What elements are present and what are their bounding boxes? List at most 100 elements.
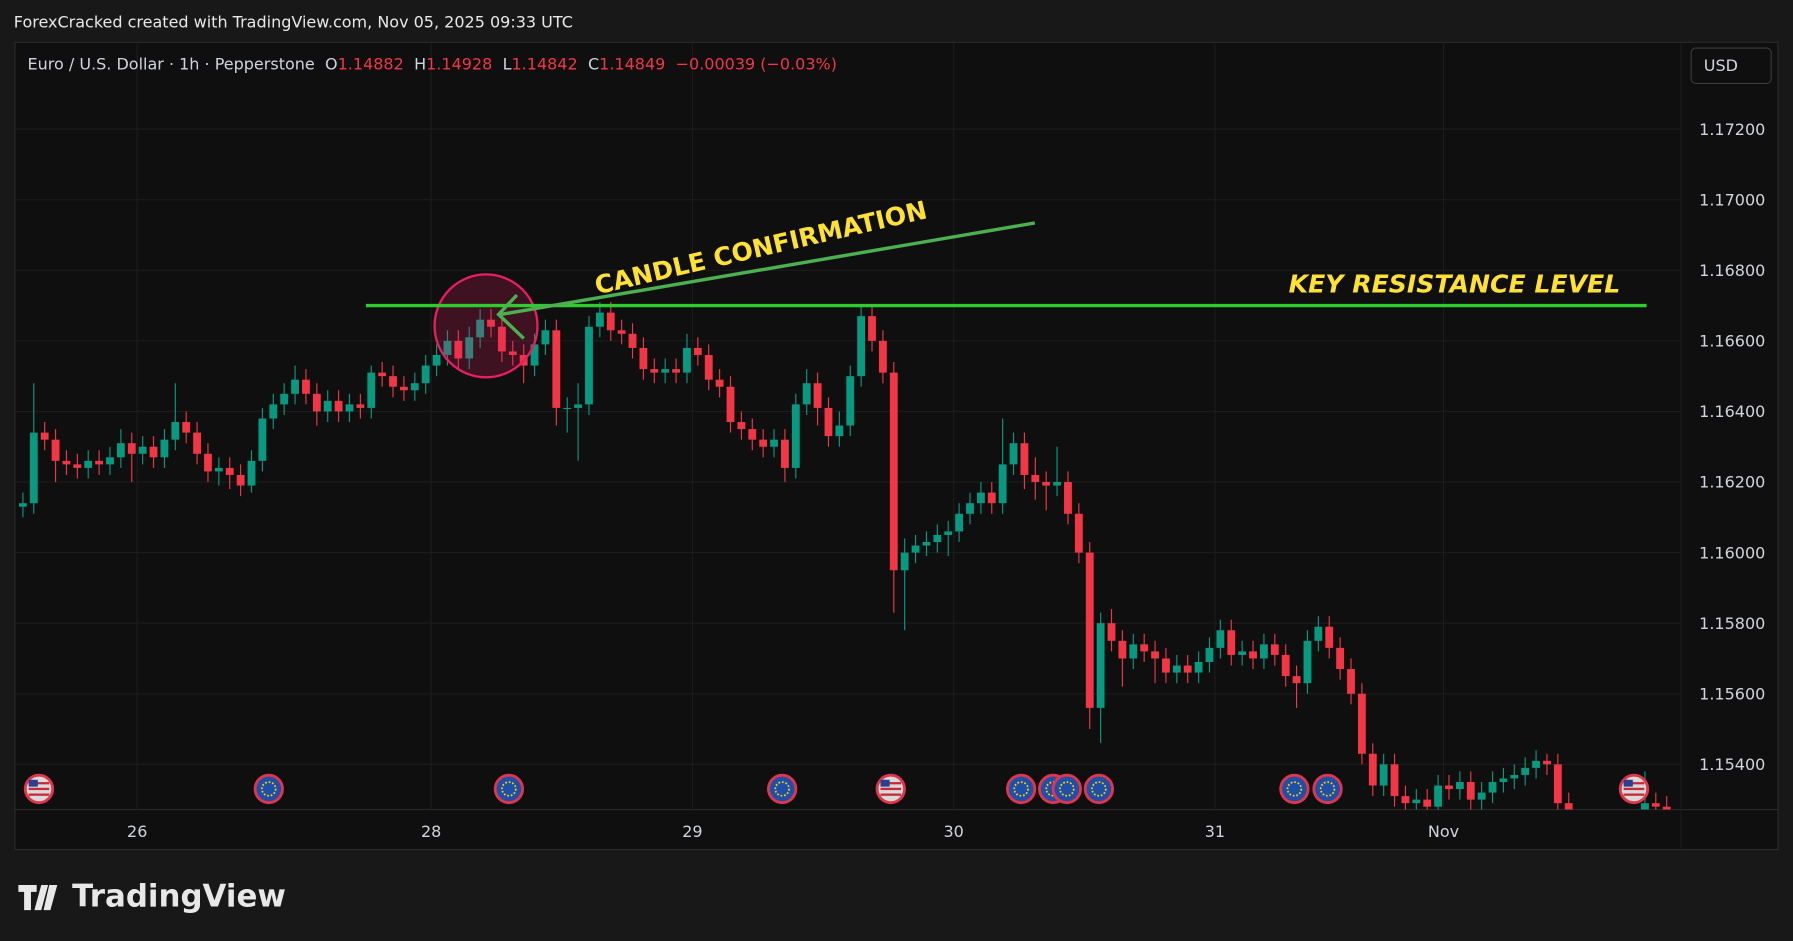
currency-button[interactable] — [1690, 47, 1772, 85]
y-tick-label: 1.16200 — [1699, 473, 1765, 492]
candle-body — [955, 513, 964, 532]
candle-body — [944, 531, 953, 535]
candle-body — [1281, 654, 1290, 677]
candle-body — [693, 347, 702, 355]
logo-icon — [18, 884, 58, 911]
candle-body — [29, 432, 38, 504]
candle-body — [650, 369, 659, 373]
candle-body — [454, 340, 463, 359]
candle-body — [389, 376, 397, 387]
y-tick-label: 1.15400 — [1699, 755, 1765, 774]
candle-body — [214, 467, 223, 472]
candle-body — [443, 340, 452, 355]
candle-body — [1031, 474, 1040, 483]
flag-stripe — [28, 782, 50, 785]
candle-body — [1510, 774, 1519, 779]
y-tick-label: 1.17200 — [1699, 120, 1765, 139]
candle-body — [1085, 552, 1094, 708]
candle-body — [1227, 630, 1236, 655]
event-icon — [1005, 773, 1037, 805]
candle-body — [574, 404, 583, 408]
candle-body — [748, 429, 757, 440]
candle-body — [1270, 644, 1279, 655]
flag-stars — [1286, 781, 1303, 797]
candle-body — [585, 326, 593, 405]
x-tick-label: Nov — [1428, 822, 1459, 841]
candle-body — [530, 344, 539, 366]
candle-body — [1314, 626, 1323, 641]
candle-body — [563, 407, 572, 410]
candle-body — [1325, 626, 1334, 648]
flag-stars — [261, 781, 277, 797]
candle-body — [1423, 799, 1432, 807]
legend-item: Euro / U.S. Dollar · 1h · Pepperstone — [28, 55, 315, 74]
legend-item: 1.14849 — [599, 55, 665, 74]
x-tick-label: 31 — [1205, 822, 1225, 841]
candle-body — [1042, 482, 1051, 486]
candle-body — [922, 542, 931, 546]
candle-body — [1336, 647, 1345, 670]
candle-body — [704, 354, 713, 380]
candle-body — [672, 369, 680, 373]
candle-body — [541, 330, 550, 345]
candle-body — [617, 330, 626, 334]
candle-body — [802, 383, 811, 405]
flag-canton — [1623, 779, 1633, 787]
confirmation-arrow — [500, 221, 1036, 317]
candle-body — [1445, 785, 1453, 790]
candle-body — [770, 439, 778, 447]
y-tick-label: 1.17000 — [1699, 190, 1765, 209]
flag-stripe — [1623, 787, 1645, 791]
candle-body — [791, 404, 800, 468]
candle-body — [726, 386, 735, 423]
legend-item: 1.14842 — [512, 55, 578, 74]
flag-canton — [28, 779, 38, 787]
y-tick-label: 1.15600 — [1699, 684, 1765, 703]
candle-body — [1543, 760, 1551, 765]
candle-body — [759, 439, 768, 447]
candle-body — [1020, 443, 1029, 475]
legend-item: −0.00039 (−0.03%) — [676, 55, 837, 74]
candle-body — [1347, 669, 1355, 694]
candle-body — [781, 439, 789, 468]
candle-body — [595, 312, 604, 327]
candle-body — [1107, 623, 1116, 641]
event-icon — [1279, 773, 1310, 805]
candle-body — [1053, 482, 1062, 486]
candle-body — [1368, 753, 1377, 786]
event-icon — [767, 773, 798, 805]
legend-text: Euro / U.S. Dollar · 1h · Pepperstone O1.… — [28, 55, 837, 74]
event-icon — [1051, 773, 1083, 805]
candle-body — [1466, 781, 1475, 800]
candle-body — [1292, 676, 1301, 684]
candle-body — [1499, 778, 1508, 782]
candle-body — [127, 443, 136, 454]
candle-body — [987, 492, 996, 504]
flag-stars — [1319, 781, 1336, 797]
candle-body — [1194, 661, 1203, 673]
flag-stripe — [1623, 793, 1645, 796]
candle-body — [508, 351, 517, 355]
candle-body — [367, 372, 376, 408]
flag-canton — [880, 779, 890, 787]
candle-body — [1662, 806, 1671, 810]
legend: Euro / U.S. Dollar · 1h · Pepperstone O1.… — [28, 55, 837, 74]
candle-body — [280, 393, 289, 405]
candle-body — [1249, 651, 1257, 659]
candle-body — [1434, 785, 1443, 807]
legend-item: C — [588, 55, 599, 74]
candle-body — [846, 376, 855, 426]
flag-stars — [1091, 781, 1107, 797]
event-icon — [1312, 773, 1343, 805]
legend-item: 1.14928 — [426, 55, 492, 74]
currency-label[interactable]: USD — [1704, 56, 1738, 75]
candle-body — [269, 404, 278, 419]
candle-body — [1140, 644, 1149, 652]
candle-body — [1129, 644, 1138, 659]
candle-body — [1521, 767, 1530, 775]
candle-body — [432, 354, 441, 366]
candle-body — [1151, 651, 1159, 659]
candle-body — [171, 422, 180, 440]
candle-body — [258, 418, 267, 461]
candle-body — [138, 446, 147, 454]
